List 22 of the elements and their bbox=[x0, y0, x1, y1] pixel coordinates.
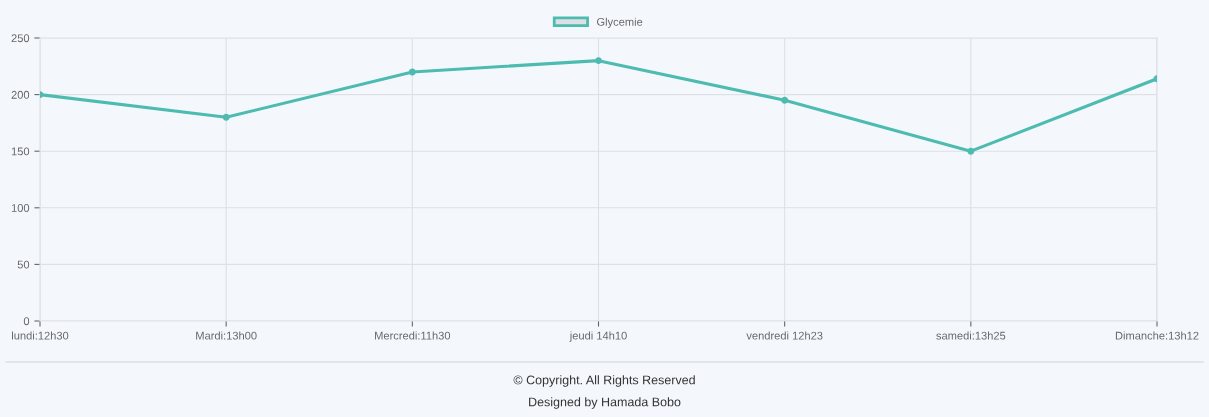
x-tick-label: vendredi 12h23 bbox=[746, 331, 823, 340]
x-tick-label: Mercredi:11h30 bbox=[375, 331, 451, 340]
x-tick-label: jeudi 14h10 bbox=[569, 331, 627, 342]
line-series bbox=[40, 57, 1157, 155]
x-tick-label: samedi:13h25 bbox=[936, 331, 1006, 340]
y-tick-label: 0 bbox=[23, 317, 30, 326]
y-tick-label: 150 bbox=[11, 147, 30, 156]
y-tick-label: 250 bbox=[11, 34, 30, 43]
y-tick-label: 200 bbox=[11, 90, 30, 99]
y-tick-label: 50 bbox=[17, 260, 30, 269]
point bbox=[967, 147, 975, 155]
x-tick-label: Dimanche:13h12 bbox=[1115, 331, 1199, 340]
point bbox=[781, 96, 789, 104]
x-tick-label: lundi:12h30 bbox=[12, 331, 69, 340]
legend-label: Glycemie bbox=[597, 17, 643, 28]
point bbox=[408, 68, 416, 76]
point bbox=[595, 57, 602, 65]
text: Designed by Hamada Bobo bbox=[529, 397, 681, 409]
x-tick-label: Mardi:13h00 bbox=[196, 331, 257, 340]
y-tick-label: 100 bbox=[11, 204, 30, 212]
text: © Copyright. All Rights Reserved bbox=[513, 375, 695, 387]
point bbox=[222, 113, 230, 121]
